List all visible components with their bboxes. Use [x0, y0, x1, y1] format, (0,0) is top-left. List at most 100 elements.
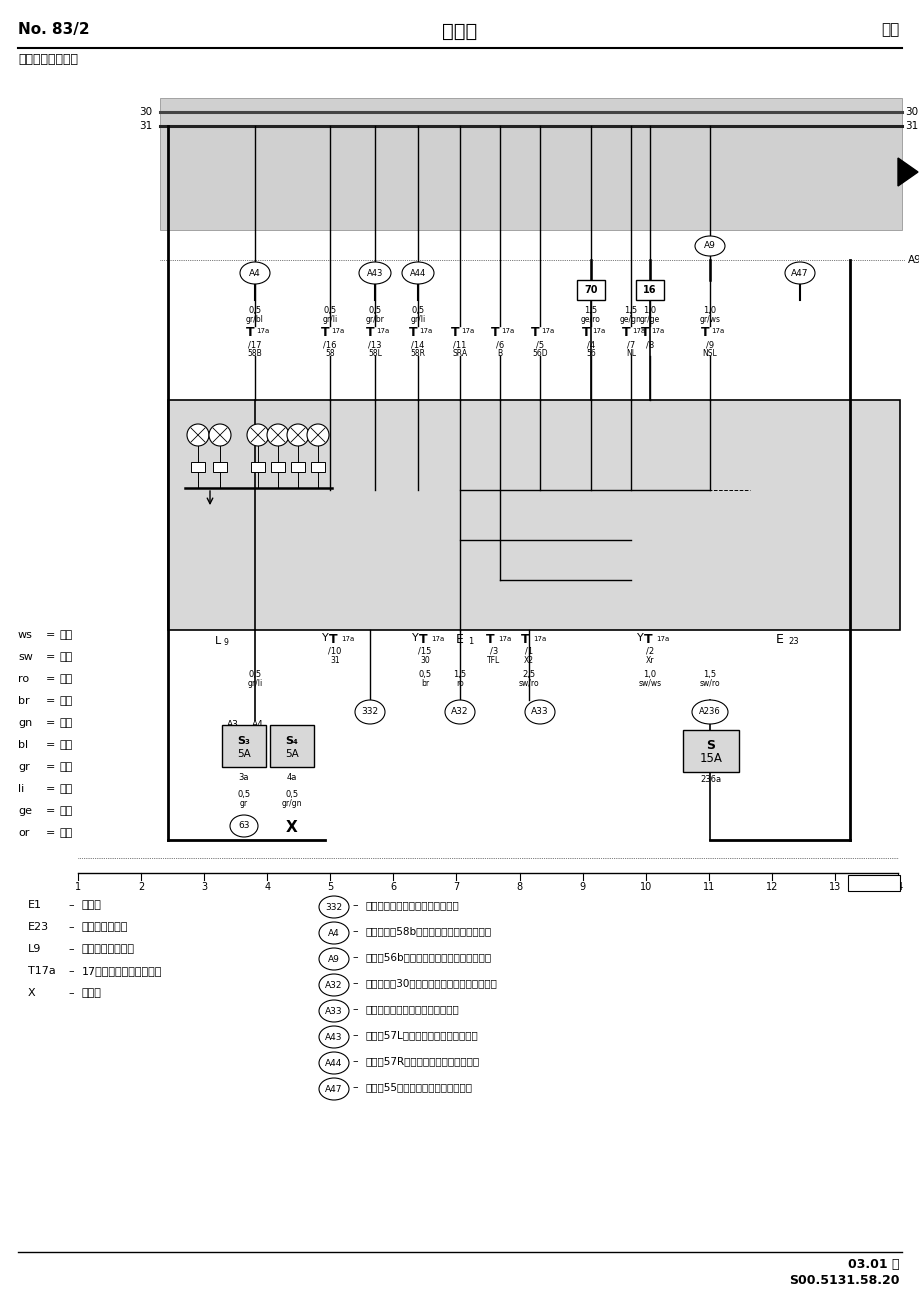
Text: 17a: 17a — [418, 328, 432, 335]
Text: T: T — [328, 633, 337, 646]
Text: X2: X2 — [524, 656, 533, 665]
Text: /5: /5 — [536, 340, 543, 349]
Text: T17a: T17a — [28, 966, 56, 976]
Circle shape — [287, 424, 309, 447]
Bar — [311, 462, 324, 473]
Text: 电路图: 电路图 — [442, 22, 477, 40]
Text: /16: /16 — [323, 340, 336, 349]
Text: 灯开关: 灯开关 — [82, 900, 102, 910]
Text: 17a: 17a — [331, 328, 344, 335]
Text: /1: /1 — [525, 647, 532, 656]
Text: 70: 70 — [584, 285, 597, 296]
Text: A4: A4 — [328, 928, 339, 937]
Text: A47: A47 — [790, 268, 808, 277]
Text: 2: 2 — [138, 881, 144, 892]
Text: =: = — [46, 740, 55, 750]
Text: 正极接口（58b），在仰表板后面的线束里: 正极接口（58b），在仰表板后面的线束里 — [366, 926, 492, 936]
Text: A47: A47 — [325, 1085, 343, 1094]
Text: 4a: 4a — [287, 773, 297, 783]
Ellipse shape — [319, 1078, 348, 1100]
Circle shape — [267, 424, 289, 447]
Text: –: – — [352, 1056, 357, 1066]
Text: 17a: 17a — [631, 328, 644, 335]
Circle shape — [246, 424, 268, 447]
Text: sw: sw — [18, 652, 33, 661]
Text: gr: gr — [18, 762, 29, 772]
Text: 58: 58 — [324, 349, 335, 358]
Text: 17a: 17a — [655, 635, 668, 642]
Text: T: T — [408, 326, 417, 339]
Text: B: B — [497, 349, 502, 358]
Text: NL: NL — [625, 349, 635, 358]
Text: ge/ro: ge/ro — [581, 315, 600, 324]
Text: 10: 10 — [639, 881, 651, 892]
Text: T: T — [450, 326, 459, 339]
Ellipse shape — [691, 700, 727, 724]
Text: 17a: 17a — [430, 635, 444, 642]
Text: 31: 31 — [904, 121, 917, 132]
Text: 63: 63 — [238, 822, 249, 831]
Text: NSL: NSL — [702, 349, 717, 358]
Text: =: = — [46, 697, 55, 706]
Text: T: T — [490, 326, 499, 339]
Text: gr/ws: gr/ws — [698, 315, 720, 324]
Text: =: = — [46, 828, 55, 838]
Text: 3a: 3a — [239, 773, 249, 783]
Text: –: – — [352, 952, 357, 962]
Text: 17a: 17a — [710, 328, 723, 335]
Text: A33: A33 — [530, 707, 549, 716]
Text: Y: Y — [322, 633, 328, 643]
Text: 号牌灯: 号牌灯 — [82, 988, 102, 999]
Text: 58L: 58L — [368, 349, 381, 358]
Text: 接口（57R），在仰表板后面的线束里: 接口（57R），在仰表板后面的线束里 — [366, 1056, 480, 1066]
Ellipse shape — [525, 700, 554, 724]
Text: Y: Y — [411, 633, 418, 643]
Text: 0,5: 0,5 — [285, 790, 299, 799]
Text: –: – — [352, 1004, 357, 1014]
Polygon shape — [897, 158, 917, 186]
Text: 332: 332 — [361, 707, 378, 716]
Text: T: T — [321, 326, 329, 339]
Text: =: = — [46, 674, 55, 684]
Text: =: = — [46, 717, 55, 728]
Text: =: = — [46, 630, 55, 641]
Ellipse shape — [230, 815, 257, 837]
Text: 17a: 17a — [255, 328, 269, 335]
Text: X: X — [28, 988, 36, 999]
Ellipse shape — [319, 1026, 348, 1048]
Text: =: = — [46, 652, 55, 661]
Text: A43: A43 — [325, 1032, 343, 1042]
Text: 14: 14 — [891, 881, 903, 892]
Text: /4: /4 — [586, 340, 595, 349]
Text: /3: /3 — [489, 647, 497, 656]
Text: T: T — [581, 326, 590, 339]
Text: T: T — [643, 633, 652, 646]
Bar — [251, 462, 265, 473]
Text: sw/ws: sw/ws — [638, 680, 661, 687]
Text: 5A: 5A — [231, 741, 244, 751]
Text: 灰色: 灰色 — [60, 762, 74, 772]
Text: 03.01 版: 03.01 版 — [847, 1258, 899, 1271]
Text: 17a: 17a — [376, 328, 389, 335]
Text: A9: A9 — [328, 954, 339, 963]
Text: 2,5: 2,5 — [522, 671, 535, 680]
Text: br: br — [421, 680, 428, 687]
Text: 23: 23 — [788, 637, 798, 646]
Text: 16: 16 — [642, 285, 656, 296]
Circle shape — [307, 424, 329, 447]
Text: gr/bl: gr/bl — [245, 315, 264, 324]
Text: /6: /6 — [495, 340, 504, 349]
Text: 17a: 17a — [532, 635, 546, 642]
Text: Xr: Xr — [645, 656, 653, 665]
Text: A4: A4 — [252, 720, 264, 729]
Text: 1,5: 1,5 — [703, 671, 716, 680]
Text: 1,0: 1,0 — [642, 306, 656, 315]
Bar — [160, 98, 901, 230]
Ellipse shape — [319, 896, 348, 918]
Text: 照明开关照明灯泡: 照明开关照明灯泡 — [82, 944, 135, 954]
Text: 0,5: 0,5 — [418, 671, 431, 680]
Text: L: L — [215, 635, 221, 646]
Text: 8: 8 — [516, 881, 522, 892]
Text: –: – — [352, 900, 357, 910]
Text: 9: 9 — [223, 638, 229, 647]
